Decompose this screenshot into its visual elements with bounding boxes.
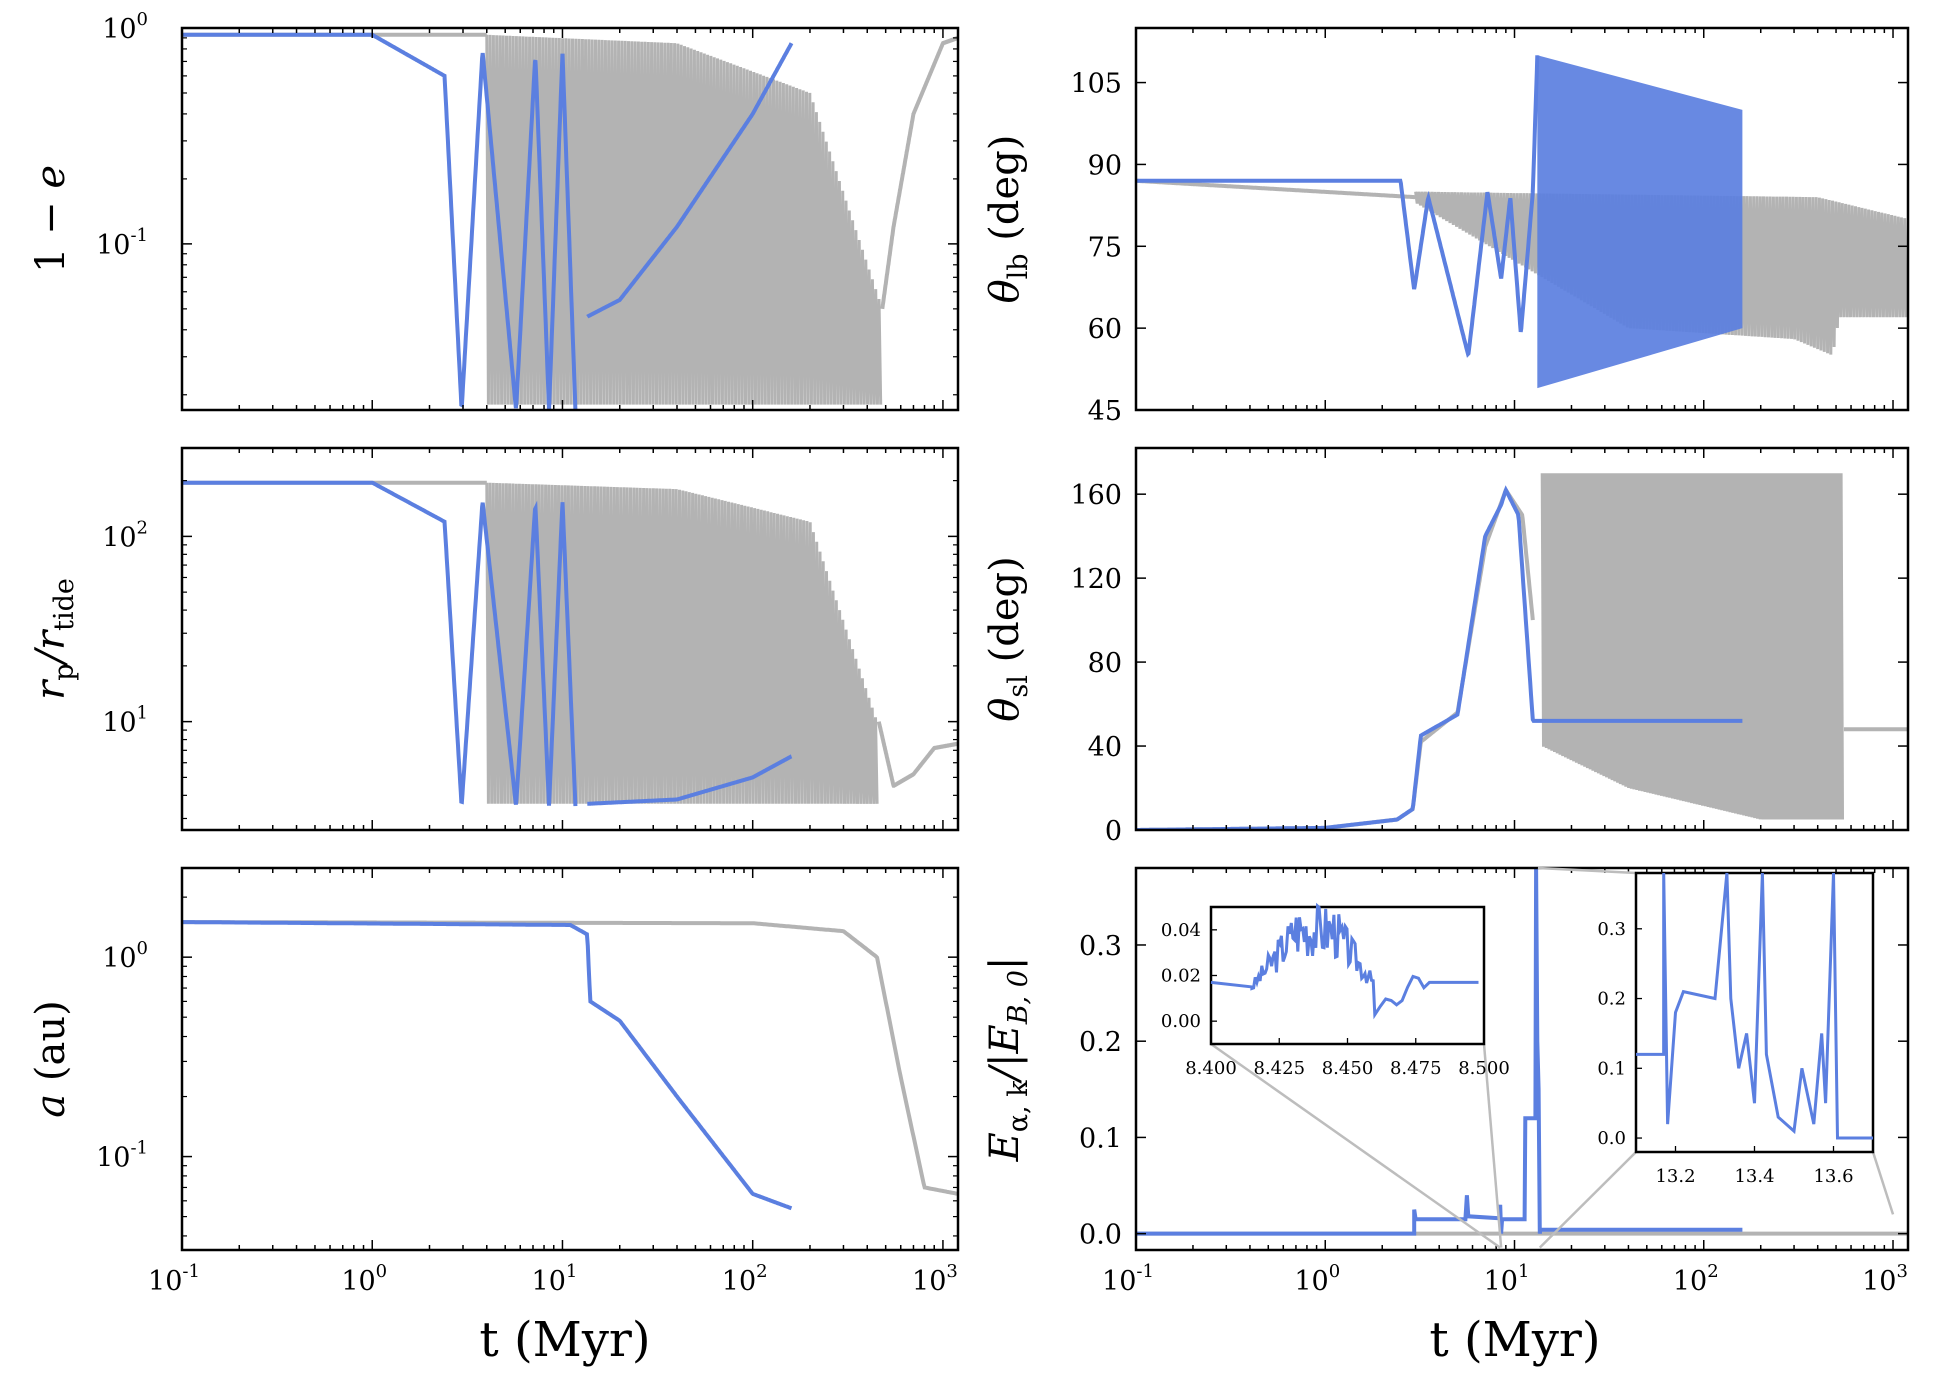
inset-y-tick-label: 0.3 (1597, 919, 1626, 940)
inset-x-tick-label: 13.4 (1734, 1166, 1774, 1187)
inset-x-tick-label: 13.2 (1655, 1166, 1695, 1187)
inset-x-tick-label: 8.450 (1322, 1058, 1374, 1079)
grey-series-oscillation (1540, 473, 1844, 820)
a-plot-area (182, 920, 958, 1211)
x-tick-label-right: 102 (1673, 1261, 1719, 1297)
theta-sl-plot-area (1136, 473, 1908, 830)
zoom-connector (1538, 1151, 1637, 1249)
y-tick-label: 102 (102, 517, 148, 553)
x-tick-label-left: 100 (341, 1261, 387, 1297)
grey-series-line (1136, 488, 1535, 830)
grey-series-tail (880, 35, 958, 310)
grey-series-line (182, 920, 958, 1196)
inset-x-tick-label: 8.400 (1185, 1058, 1237, 1079)
y-tick-label: 10-1 (96, 225, 148, 261)
zoom-connector (1210, 1042, 1501, 1249)
zoom-connector (1482, 1043, 1503, 1248)
grey-series-tail (876, 721, 958, 788)
x-tick-label-right: 10-1 (1102, 1261, 1154, 1297)
blue-series-band (1537, 55, 1743, 389)
y-tick-label: 45 (1088, 396, 1122, 427)
inset-y-tick-label: 0.1 (1597, 1058, 1626, 1079)
y-axis-label: a (au) (28, 1000, 74, 1117)
x-tick-label-left: 101 (532, 1261, 578, 1297)
y-tick-label: 0 (1105, 816, 1122, 847)
rp-plot-area (182, 480, 958, 807)
y-tick-label: 0.1 (1079, 1123, 1122, 1154)
y-tick-label: 100 (102, 9, 148, 45)
y-axis-label: θsl (deg) (982, 556, 1034, 721)
y-tick-label: 80 (1088, 648, 1122, 679)
x-axis-label-left: t (Myr) (479, 1312, 650, 1368)
a-frame (180, 866, 960, 1252)
blue-series-line (182, 480, 578, 807)
blue-series-late (586, 42, 794, 319)
x-tick-label-right: 103 (1862, 1261, 1908, 1297)
theta-sl-frame (1134, 446, 1910, 832)
blue-series-line (182, 920, 793, 1211)
energy-frame (1134, 866, 1910, 1252)
x-tick-label-right: 100 (1294, 1261, 1340, 1297)
x-tick-label-right: 101 (1484, 1261, 1530, 1297)
inset-left-series (1210, 902, 1479, 1020)
inset-x-tick-label: 8.475 (1390, 1058, 1442, 1079)
theta-lb-plot-area (1136, 55, 1908, 389)
inset-x-tick-label: 13.6 (1813, 1166, 1853, 1187)
y-tick-label: 90 (1088, 150, 1122, 181)
x-axis-label-right: t (Myr) (1429, 1312, 1600, 1368)
energy-plot-area (1136, 868, 1908, 1236)
grey-series-oscillation (485, 34, 883, 405)
grey-series-oscillation (485, 482, 879, 804)
blue-series-line (182, 32, 578, 410)
y-tick-label: 0.0 (1079, 1220, 1122, 1251)
y-axis-label: rp/rtide (28, 578, 80, 700)
rp-frame (180, 446, 960, 832)
one-minus-e-frame (180, 26, 960, 412)
y-tick-label: 75 (1088, 232, 1122, 263)
zoom-connector (1871, 1151, 1895, 1215)
inset-y-tick-label: 0.02 (1161, 966, 1201, 987)
y-tick-label: 40 (1088, 732, 1122, 763)
y-tick-label: 101 (102, 703, 148, 739)
theta-lb-frame (1134, 26, 1910, 412)
y-tick-label: 100 (102, 938, 148, 974)
x-tick-label-left: 10-1 (148, 1261, 200, 1297)
y-axis-label: θlb (deg) (982, 135, 1034, 304)
inset-y-tick-label: 0.2 (1597, 989, 1626, 1010)
y-tick-label: 160 (1070, 480, 1122, 511)
inset-y-tick-label: 0.0 (1597, 1128, 1626, 1149)
y-tick-label: 0.2 (1079, 1027, 1122, 1058)
inset-right-series (1636, 872, 1873, 1140)
x-tick-label-left: 102 (722, 1261, 768, 1297)
blue-series-late (587, 754, 793, 806)
inset-x-tick-label: 8.425 (1253, 1058, 1305, 1079)
one-minus-e-plot-area (182, 32, 958, 410)
y-axis-label: 1 − e (28, 165, 74, 273)
y-tick-label: 60 (1088, 314, 1122, 345)
inset-x-tick-label: 8.500 (1458, 1058, 1510, 1079)
blue-series-line (1136, 868, 1743, 1236)
y-tick-label: 10-1 (96, 1138, 148, 1174)
inset-y-tick-label: 0.00 (1161, 1011, 1201, 1032)
grey-series-line (1136, 178, 1417, 200)
y-tick-label: 120 (1070, 564, 1122, 595)
y-tick-label: 0.3 (1079, 931, 1122, 962)
zoom-connector (1537, 866, 1637, 875)
blue-series-line (1136, 55, 1540, 358)
x-tick-label-left: 103 (912, 1261, 958, 1297)
inset-y-tick-label: 0.04 (1161, 920, 1201, 941)
y-tick-label: 105 (1070, 69, 1122, 100)
y-axis-label: Eα, k/|EB, 0| (982, 957, 1034, 1163)
